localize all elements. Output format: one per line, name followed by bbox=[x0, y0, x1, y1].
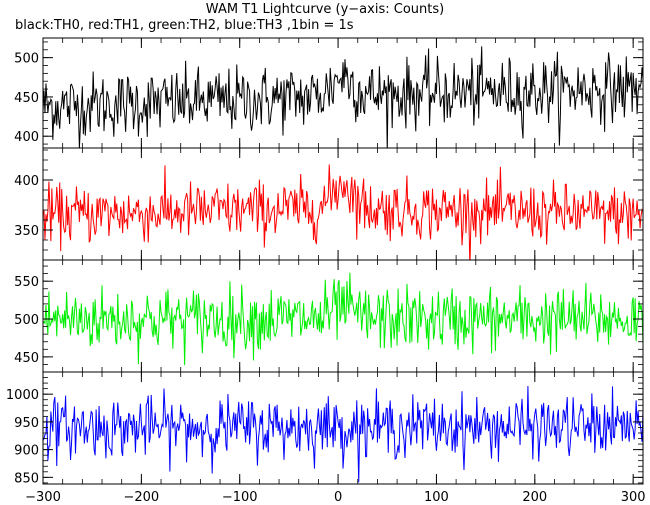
x-tick-label: −300 bbox=[25, 490, 61, 505]
x-tick-label: −100 bbox=[222, 490, 258, 505]
series-line-th0 bbox=[43, 46, 643, 148]
series-line-th2 bbox=[43, 272, 643, 366]
x-tick-label: 300 bbox=[621, 490, 646, 505]
x-tick-label: −200 bbox=[124, 490, 160, 505]
chart-subtitle: black:TH0, red:TH1, green:TH2, blue:TH3 … bbox=[15, 18, 354, 33]
y-tick-label: 550 bbox=[14, 275, 39, 290]
panel-th0: 400 450 500 bbox=[14, 37, 644, 149]
y-tick-label: 500 bbox=[14, 52, 39, 67]
panel-th3: 850 900 950 1000 bbox=[6, 371, 644, 486]
series-line-th3 bbox=[43, 385, 643, 483]
y-tick-label: 900 bbox=[14, 444, 39, 459]
y-tick-label: 450 bbox=[14, 91, 39, 106]
y-tick-label: 450 bbox=[14, 351, 39, 366]
y-tick-label: 850 bbox=[14, 471, 39, 486]
y-tick-label: 950 bbox=[14, 416, 39, 431]
y-tick-label: 400 bbox=[14, 130, 39, 145]
series-line-th1 bbox=[43, 164, 643, 260]
panel-th2: 450 500 550 bbox=[14, 259, 644, 373]
y-tick-label: 350 bbox=[14, 224, 39, 239]
x-tick-label: 100 bbox=[424, 490, 449, 505]
y-tick-label: 500 bbox=[14, 313, 39, 328]
y-tick-label: 1000 bbox=[6, 388, 39, 403]
panel-th1: 350 400 bbox=[14, 147, 644, 261]
chart-title: WAM T1 Lightcurve (y−axis: Counts) bbox=[206, 2, 444, 17]
panel-frame bbox=[42, 371, 644, 485]
x-tick-label: 0 bbox=[334, 490, 342, 505]
x-tick-label: 200 bbox=[522, 490, 547, 505]
y-tick-label: 400 bbox=[14, 174, 39, 189]
